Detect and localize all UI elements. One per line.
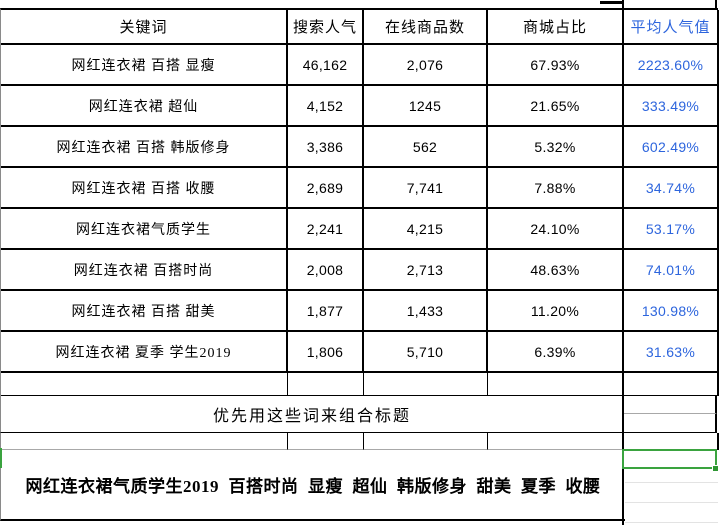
empty-cell[interactable] [623, 414, 717, 433]
cell-search-volume[interactable]: 2,689 [288, 168, 364, 209]
cell-avg-popularity[interactable]: 130.98% [624, 291, 719, 332]
cell-search-volume[interactable]: 2,241 [288, 209, 364, 250]
cell-avg-popularity[interactable]: 53.17% [624, 209, 719, 250]
empty-row [0, 373, 719, 396]
priority-tip-cell[interactable]: 优先用这些词来组合标题 [0, 396, 623, 433]
cell-keyword[interactable]: 网红连衣裙 百搭 韩版修身 [1, 127, 288, 168]
header-avg-popularity[interactable]: 平均人气值 [624, 10, 719, 45]
cell-keyword[interactable]: 网红连衣裙 夏季 学生2019 [1, 332, 288, 373]
cell-keyword[interactable]: 网红连衣裙 百搭 显瘦 [1, 45, 288, 86]
row-gridline [625, 502, 718, 503]
cell-online-products[interactable]: 5,710 [364, 332, 488, 373]
header-keyword[interactable]: 关键词 [1, 10, 288, 45]
combined-title-cell[interactable]: 网红连衣裙气质学生2019 百搭时尚 显瘦 超仙 韩版修身 甜美 夏季 收腰 [0, 450, 625, 521]
cell-online-products[interactable]: 1,433 [364, 291, 488, 332]
cell-online-products[interactable]: 4,215 [364, 209, 488, 250]
cell-avg-popularity[interactable]: 2223.60% [624, 45, 719, 86]
cell-avg-popularity[interactable]: 34.74% [624, 168, 719, 209]
cell-mall-share[interactable]: 5.32% [488, 127, 624, 168]
empty-cell[interactable] [1, 433, 288, 450]
cell-mall-share[interactable]: 6.39% [488, 332, 624, 373]
keyword-table: 关键词 搜索人气 在线商品数 商城占比 平均人气值 网红连衣裙 百搭 显瘦 46… [0, 8, 719, 373]
cell-search-volume[interactable]: 4,152 [288, 86, 364, 127]
top-border-fragment [600, 1, 622, 4]
row-gridline [625, 482, 718, 483]
cell-search-volume[interactable]: 3,386 [288, 127, 364, 168]
cell-mall-share[interactable]: 24.10% [488, 209, 624, 250]
selected-cell[interactable] [622, 449, 717, 469]
cell-online-products[interactable]: 1245 [364, 86, 488, 127]
cell-keyword[interactable]: 网红连衣裙 百搭 甜美 [1, 291, 288, 332]
empty-cell[interactable] [288, 433, 364, 450]
cell-avg-popularity[interactable]: 333.49% [624, 86, 719, 127]
cell-keyword[interactable]: 网红连衣裙 百搭 收腰 [1, 168, 288, 209]
cell-search-volume[interactable]: 1,806 [288, 332, 364, 373]
cell-mall-share[interactable]: 21.65% [488, 86, 624, 127]
fill-handle[interactable] [712, 465, 719, 472]
header-mall-share[interactable]: 商城占比 [488, 10, 624, 45]
empty-cell[interactable] [488, 433, 624, 450]
empty-cell[interactable] [624, 433, 719, 450]
empty-cell[interactable] [488, 373, 624, 396]
cell-online-products[interactable]: 7,741 [364, 168, 488, 209]
cell-avg-popularity[interactable]: 31.63% [624, 332, 719, 373]
top-gridline-fragment [622, 0, 624, 8]
header-search-volume[interactable]: 搜索人气 [288, 10, 364, 45]
cell-mall-share[interactable]: 67.93% [488, 45, 624, 86]
cell-keyword[interactable]: 网红连衣裙 百搭时尚 [1, 250, 288, 291]
row-gridline [625, 522, 718, 523]
empty-cell[interactable] [624, 373, 719, 396]
header-online-products[interactable]: 在线商品数 [364, 10, 488, 45]
cell-mall-share[interactable]: 7.88% [488, 168, 624, 209]
cell-online-products[interactable]: 562 [364, 127, 488, 168]
cell-mall-share[interactable]: 48.63% [488, 250, 624, 291]
cell-search-volume[interactable]: 46,162 [288, 45, 364, 86]
empty-cell[interactable] [1, 373, 288, 396]
empty-cell[interactable] [364, 433, 488, 450]
cell-online-products[interactable]: 2,713 [364, 250, 488, 291]
cell-mall-share[interactable]: 11.20% [488, 291, 624, 332]
selection-row-indicator [0, 448, 2, 468]
cell-keyword[interactable]: 网红连衣裙 超仙 [1, 86, 288, 127]
cell-online-products[interactable]: 2,076 [364, 45, 488, 86]
empty-cell[interactable] [288, 373, 364, 396]
empty-cell[interactable] [623, 396, 717, 414]
empty-cell[interactable] [364, 373, 488, 396]
cell-search-volume[interactable]: 2,008 [288, 250, 364, 291]
cell-search-volume[interactable]: 1,877 [288, 291, 364, 332]
top-right-gridline-fragment [715, 0, 717, 8]
cell-avg-popularity[interactable]: 602.49% [624, 127, 719, 168]
empty-row [0, 433, 719, 450]
cell-avg-popularity[interactable]: 74.01% [624, 250, 719, 291]
cell-keyword[interactable]: 网红连衣裙气质学生 [1, 209, 288, 250]
